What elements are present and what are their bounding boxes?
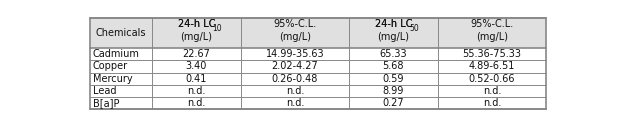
Text: n.d.: n.d. — [483, 86, 501, 96]
Text: 0.26-0.48: 0.26-0.48 — [272, 74, 318, 84]
Text: n.d.: n.d. — [286, 98, 304, 108]
Text: 0.52-0.66: 0.52-0.66 — [469, 74, 515, 84]
Text: (mg/L): (mg/L) — [180, 32, 213, 42]
Text: 95%-C.L.: 95%-C.L. — [273, 19, 317, 29]
Text: n.d.: n.d. — [187, 86, 206, 96]
Text: 95%-C.L.: 95%-C.L. — [471, 19, 513, 29]
Text: 0.27: 0.27 — [383, 98, 404, 108]
Text: 55.36-75.33: 55.36-75.33 — [463, 49, 521, 59]
Text: Lead: Lead — [92, 86, 116, 96]
Text: 50: 50 — [409, 24, 419, 33]
Text: 24-h LC: 24-h LC — [374, 19, 412, 29]
Bar — [89, 85, 546, 97]
Text: 10: 10 — [213, 24, 222, 33]
Bar — [89, 18, 546, 48]
Text: 14.99-35.63: 14.99-35.63 — [265, 49, 324, 59]
Text: 22.67: 22.67 — [182, 49, 210, 59]
Text: Mercury: Mercury — [92, 74, 132, 84]
Text: n.d.: n.d. — [187, 98, 206, 108]
Text: 65.33: 65.33 — [379, 49, 407, 59]
Text: 24-h LC: 24-h LC — [178, 19, 215, 29]
Bar — [89, 73, 546, 85]
Text: Chemicals: Chemicals — [95, 28, 146, 38]
Text: Copper: Copper — [92, 61, 128, 71]
Bar — [89, 97, 546, 109]
Text: 2.02-4.27: 2.02-4.27 — [272, 61, 318, 71]
Bar — [89, 60, 546, 73]
Text: 8.99: 8.99 — [383, 86, 404, 96]
Text: 5.68: 5.68 — [383, 61, 404, 71]
Text: (mg/L): (mg/L) — [476, 32, 508, 42]
Text: 4.89-6.51: 4.89-6.51 — [469, 61, 515, 71]
Text: 3.40: 3.40 — [186, 61, 207, 71]
Text: Cadmium: Cadmium — [92, 49, 140, 59]
Text: B[a]P: B[a]P — [92, 98, 119, 108]
Text: (mg/L): (mg/L) — [279, 32, 311, 42]
Text: n.d.: n.d. — [286, 86, 304, 96]
Text: 24-h LC: 24-h LC — [178, 19, 215, 29]
Text: 24-h LC: 24-h LC — [374, 19, 412, 29]
Text: 0.41: 0.41 — [186, 74, 207, 84]
Text: (mg/L): (mg/L) — [378, 32, 409, 42]
Text: 0.59: 0.59 — [383, 74, 404, 84]
Bar — [89, 48, 546, 60]
Text: n.d.: n.d. — [483, 98, 501, 108]
